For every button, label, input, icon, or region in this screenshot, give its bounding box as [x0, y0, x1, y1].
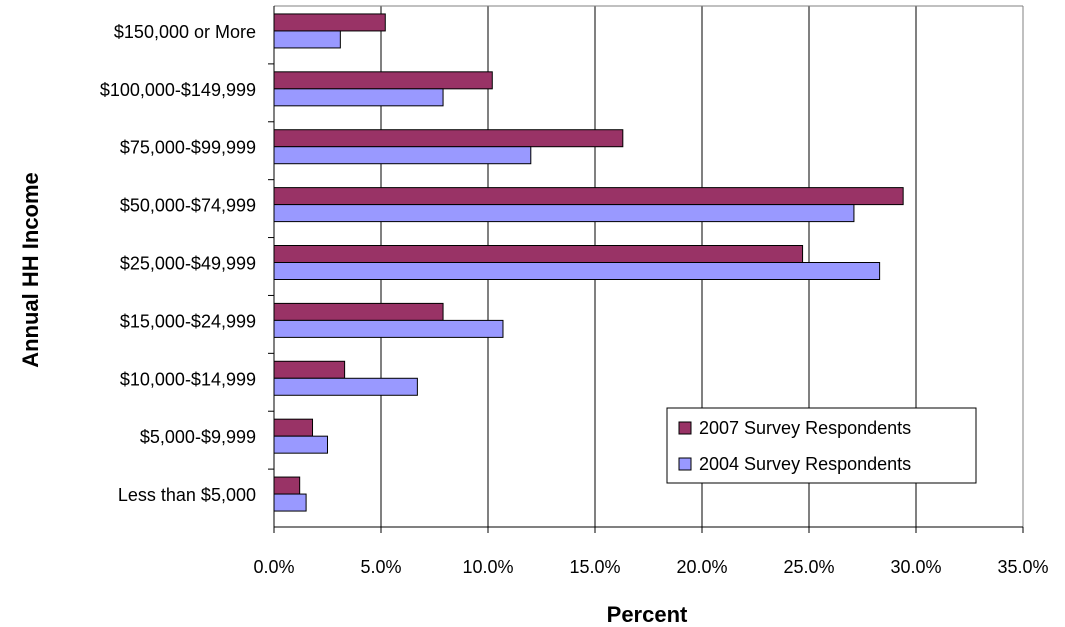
bar-2004	[273, 377, 418, 396]
x-tick-label: 0.0%	[253, 557, 294, 577]
bar-2007	[273, 245, 804, 263]
x-tick-label: 25.0%	[783, 557, 834, 577]
bar-2007	[273, 187, 904, 206]
bar-2007	[273, 418, 314, 437]
x-tick-label: 35.0%	[997, 557, 1048, 577]
bar-2004	[273, 262, 881, 280]
x-tick-label: 5.0%	[360, 557, 401, 577]
category-label: $10,000-$14,999	[120, 369, 256, 389]
x-tick-label: 15.0%	[569, 557, 620, 577]
legend-swatch	[678, 421, 692, 435]
bar-2007	[273, 302, 444, 321]
bar-2004	[273, 493, 307, 512]
category-label: $100,000-$149,999	[100, 80, 256, 100]
bar-2004	[273, 204, 855, 223]
bar-2007	[273, 71, 493, 90]
bar-2007	[273, 13, 386, 32]
labels: 0.0% 5.0% 10.0% 15.0% 20.0% 25.0% 30.0% 35.0% $1…	[100, 22, 1049, 577]
category-label: $150,000 or More	[114, 22, 256, 42]
category-label: $15,000-$24,999	[120, 311, 256, 331]
legend-label: 2007 Survey Respondents	[699, 418, 911, 438]
x-tick-label: 10.0%	[462, 557, 513, 577]
category-label: $25,000-$49,999	[120, 254, 256, 274]
bar-2004	[273, 435, 328, 454]
axes	[268, 5, 1024, 533]
bar-2004	[273, 88, 444, 107]
category-label: Less than $5,000	[118, 485, 256, 505]
category-label: $5,000-$9,999	[140, 427, 256, 447]
bar-2007	[273, 476, 301, 495]
y-axis-title: Annual HH Income	[18, 172, 43, 368]
category-label: $50,000-$74,999	[120, 196, 256, 216]
bar-2007	[273, 129, 624, 148]
bar-2004	[273, 319, 504, 338]
bars	[273, 13, 904, 512]
legend-box	[666, 407, 977, 484]
bar-2004	[273, 146, 532, 165]
legend-swatch	[678, 457, 692, 471]
x-axis-title: Percent	[607, 602, 688, 627]
bar-2004	[273, 30, 341, 49]
legend: 2007 Survey Respondents 2004 Survey Respo…	[666, 407, 977, 484]
bar-2007	[273, 360, 346, 379]
x-tick-label: 30.0%	[890, 557, 941, 577]
legend-label: 2004 Survey Respondents	[699, 454, 911, 474]
x-tick-label: 20.0%	[676, 557, 727, 577]
category-label: $75,000-$99,999	[120, 138, 256, 158]
